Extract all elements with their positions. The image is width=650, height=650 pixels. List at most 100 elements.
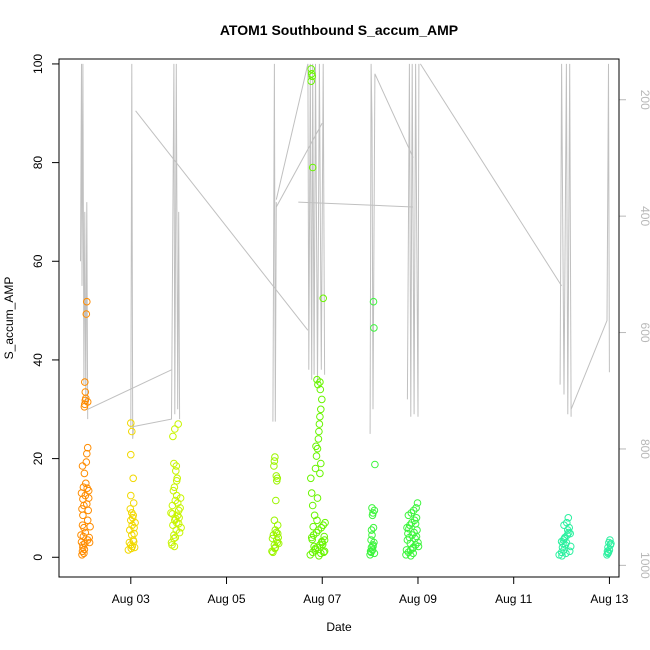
data-point: [175, 514, 183, 522]
y-axis-label: S_accum_AMP: [2, 277, 16, 360]
data-point: [127, 516, 135, 525]
data-point: [84, 506, 92, 515]
y2-tick-label: 200: [638, 90, 650, 110]
data-point: [308, 535, 317, 544]
data-point: [317, 523, 326, 532]
x-axis-label: Date: [326, 620, 352, 634]
data-point: [318, 540, 327, 549]
data-point: [86, 522, 94, 531]
x-tick-label: Aug 13: [590, 592, 628, 606]
data-point: [309, 522, 318, 531]
y2-tick-label: 400: [638, 206, 650, 226]
data-point: [128, 509, 136, 517]
data-point: [557, 548, 566, 557]
data-point: [79, 483, 88, 492]
data-point: [319, 521, 328, 530]
data-point: [559, 539, 567, 548]
gray-line-segment: [559, 63, 572, 417]
data-point: [80, 549, 88, 558]
data-point: [129, 537, 138, 546]
data-point: [83, 443, 92, 452]
data-point: [307, 77, 316, 85]
data-point: [169, 521, 177, 530]
data-point: [315, 552, 323, 560]
data-point: [316, 412, 324, 421]
data-point: [316, 469, 324, 478]
data-point: [319, 294, 328, 303]
data-point: [82, 458, 91, 466]
gray-line-series: [80, 63, 610, 439]
data-point: [566, 542, 575, 551]
data-point: [368, 531, 376, 539]
data-point: [83, 516, 92, 525]
data-point: [128, 427, 136, 436]
data-point: [83, 297, 91, 306]
gray-line-segment: [87, 369, 172, 410]
data-point: [407, 509, 416, 517]
data-point: [170, 459, 178, 468]
data-point: [414, 542, 423, 551]
y-tick-label: 100: [31, 54, 45, 74]
data-point: [369, 523, 378, 532]
data-point: [411, 534, 419, 543]
data-point: [170, 534, 178, 543]
data-point: [312, 452, 321, 460]
data-point: [130, 529, 138, 538]
x-tick-label: Aug 11: [495, 592, 532, 606]
data-point: [319, 548, 328, 557]
gray-line-segment: [133, 63, 181, 427]
data-point: [607, 539, 615, 548]
data-point: [368, 504, 376, 512]
data-point: [308, 163, 317, 172]
data-point: [171, 533, 180, 542]
data-point: [404, 529, 412, 538]
data-point: [170, 542, 179, 551]
data-point: [268, 534, 277, 543]
data-point: [81, 388, 90, 396]
gray-line-segment: [419, 63, 563, 287]
data-point: [83, 449, 91, 458]
data-point: [604, 549, 612, 558]
data-point: [169, 486, 178, 495]
data-point: [411, 519, 420, 528]
data-point: [369, 509, 377, 517]
plot-frame: [58, 58, 620, 578]
data-point: [174, 420, 182, 428]
data-point: [80, 545, 89, 554]
data-point: [314, 380, 322, 389]
data-point: [312, 528, 321, 537]
data-point: [560, 521, 568, 530]
data-point: [85, 538, 94, 547]
data-point: [565, 547, 574, 556]
data-point: [558, 552, 566, 560]
data-point: [81, 378, 89, 386]
data-point: [269, 548, 277, 557]
data-point: [167, 509, 175, 517]
data-point: [274, 539, 283, 548]
data-point: [176, 504, 184, 512]
data-point: [316, 385, 325, 394]
x-tick-label: Aug 07: [303, 592, 341, 606]
data-point: [270, 457, 279, 465]
data-point: [566, 529, 575, 538]
data-point: [311, 464, 320, 473]
data-point: [311, 544, 320, 553]
y2-tick-label: 800: [638, 439, 650, 459]
data-point: [367, 536, 375, 544]
data-point: [273, 474, 282, 483]
data-point: [307, 489, 316, 497]
data-point: [371, 460, 379, 469]
data-point: [308, 501, 317, 510]
data-point: [410, 516, 419, 525]
data-point: [172, 477, 181, 485]
data-point: [320, 532, 329, 541]
data-point: [307, 70, 316, 78]
data-point: [317, 459, 325, 468]
data-point: [273, 529, 282, 538]
data-point: [270, 462, 278, 470]
data-point: [126, 505, 135, 513]
data-point: [129, 499, 138, 507]
data-point: [367, 526, 376, 534]
data-point: [315, 420, 324, 428]
gray-line-segment: [130, 63, 135, 439]
